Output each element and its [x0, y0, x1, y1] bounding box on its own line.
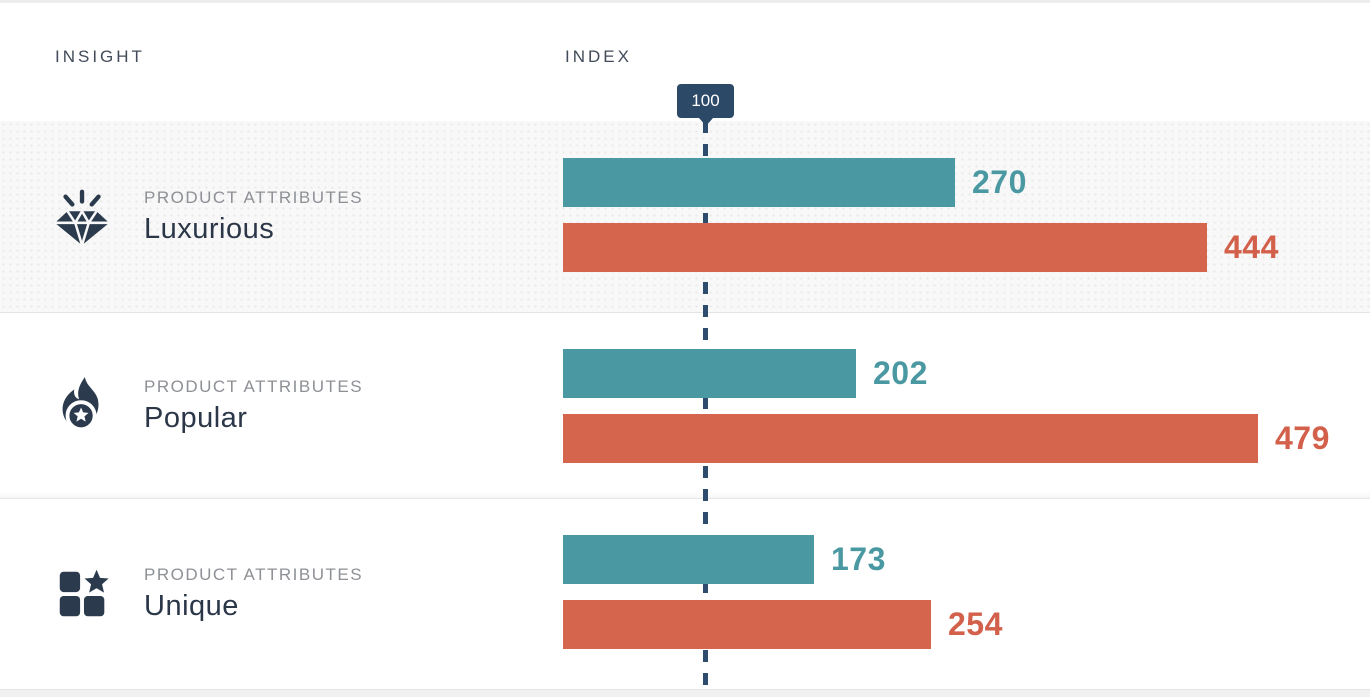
column-header-insight: INSIGHT: [55, 47, 145, 66]
flame-icon: [52, 375, 114, 437]
bar-red-unique[interactable]: [563, 600, 931, 649]
grid-star-icon: [52, 563, 114, 625]
bars-track: 202 479: [563, 313, 1370, 498]
diamond-icon: [52, 186, 114, 248]
bar-red-luxurious[interactable]: [563, 223, 1207, 272]
row-text: PRODUCT ATTRIBUTES Luxurious: [144, 188, 363, 246]
bar-value-teal: 202: [873, 355, 928, 391]
row-name-label: Popular: [144, 401, 248, 434]
row-name-label: Unique: [144, 590, 239, 622]
index-baseline-badge: 100: [677, 84, 734, 118]
page-bottom-edge: [0, 689, 1370, 697]
column-header-index: INDEX: [565, 47, 632, 66]
bar-value-red: 479: [1275, 420, 1330, 456]
bar-red-popular[interactable]: [563, 414, 1258, 463]
row-info: PRODUCT ATTRIBUTES Unique: [0, 563, 363, 625]
row-group-label: PRODUCT ATTRIBUTES: [144, 565, 364, 584]
bars-track: 270 444: [563, 121, 1370, 312]
bar-value-teal: 173: [831, 541, 886, 577]
table-header: INSIGHT INDEX 100: [0, 3, 1370, 121]
row-text: PRODUCT ATTRIBUTES Unique: [144, 565, 363, 623]
bar-teal-unique[interactable]: [563, 535, 814, 584]
row-text: PRODUCT ATTRIBUTES Popular: [144, 377, 363, 435]
row-group-label: PRODUCT ATTRIBUTES: [144, 187, 364, 207]
bar-teal-luxurious[interactable]: [563, 158, 955, 207]
insight-row-unique[interactable]: PRODUCT ATTRIBUTES Unique 173 254: [0, 499, 1370, 689]
row-name-label: Luxurious: [144, 212, 275, 245]
row-info: PRODUCT ATTRIBUTES Luxurious: [0, 186, 363, 248]
bar-value-red: 444: [1224, 229, 1279, 265]
insight-row-luxurious[interactable]: PRODUCT ATTRIBUTES Luxurious 270 444: [0, 121, 1370, 313]
bar-value-teal: 270: [972, 164, 1027, 200]
bar-value-red: 254: [948, 606, 1003, 642]
baseline-dashed-line: [703, 121, 708, 690]
bar-teal-popular[interactable]: [563, 349, 856, 398]
bars-track: 173 254: [563, 499, 1370, 689]
page-top-edge: [0, 0, 1370, 3]
row-info: PRODUCT ATTRIBUTES Popular: [0, 375, 363, 437]
insight-row-popular[interactable]: PRODUCT ATTRIBUTES Popular 202 479: [0, 313, 1370, 499]
row-group-label: PRODUCT ATTRIBUTES: [144, 376, 364, 396]
